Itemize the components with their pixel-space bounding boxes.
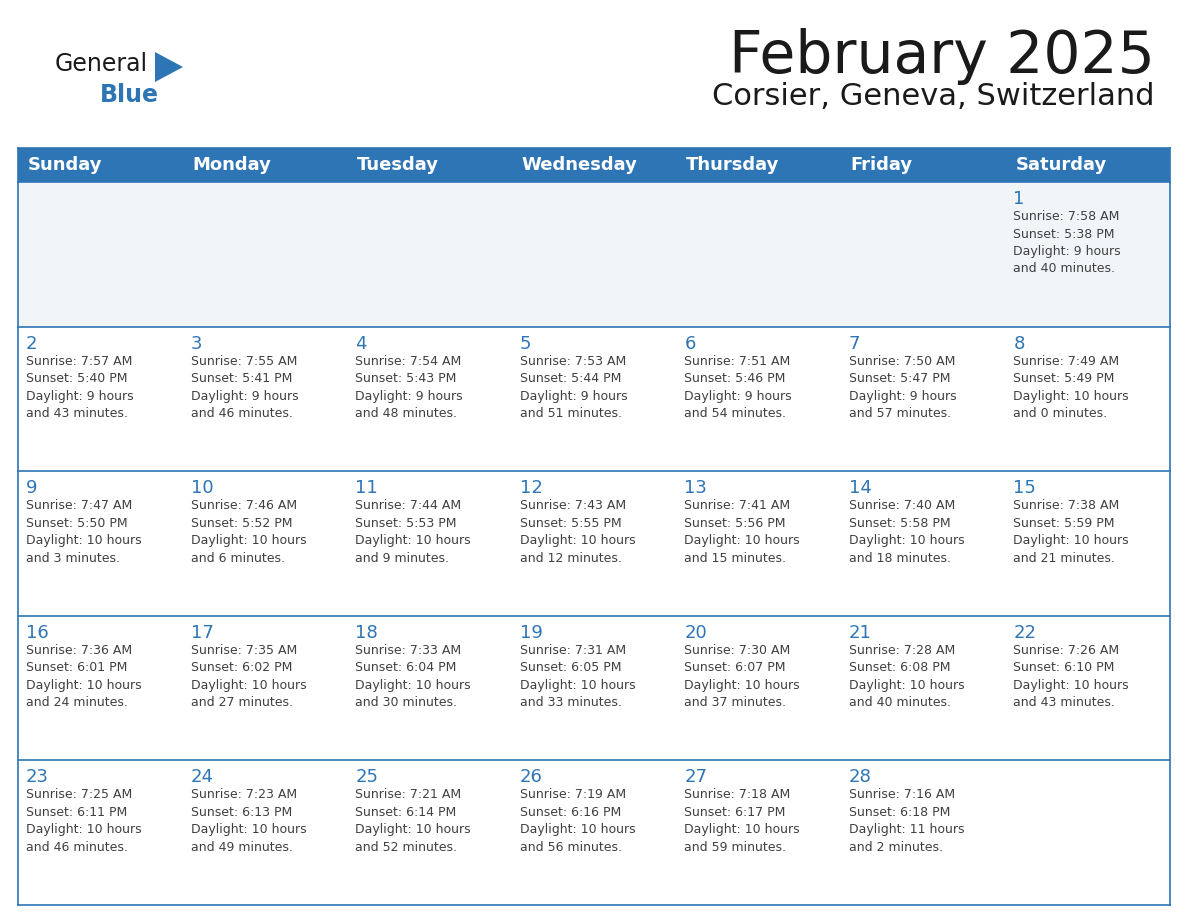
- Text: 14: 14: [849, 479, 872, 498]
- Text: Sunrise: 7:36 AM
Sunset: 6:01 PM
Daylight: 10 hours
and 24 minutes.: Sunrise: 7:36 AM Sunset: 6:01 PM Dayligh…: [26, 644, 141, 710]
- Text: Sunrise: 7:18 AM
Sunset: 6:17 PM
Daylight: 10 hours
and 59 minutes.: Sunrise: 7:18 AM Sunset: 6:17 PM Dayligh…: [684, 789, 800, 854]
- Text: 18: 18: [355, 624, 378, 642]
- Text: 12: 12: [519, 479, 543, 498]
- Text: Sunrise: 7:49 AM
Sunset: 5:49 PM
Daylight: 10 hours
and 0 minutes.: Sunrise: 7:49 AM Sunset: 5:49 PM Dayligh…: [1013, 354, 1129, 420]
- Text: Sunrise: 7:31 AM
Sunset: 6:05 PM
Daylight: 10 hours
and 33 minutes.: Sunrise: 7:31 AM Sunset: 6:05 PM Dayligh…: [519, 644, 636, 710]
- Text: 16: 16: [26, 624, 49, 642]
- Polygon shape: [154, 52, 183, 82]
- Text: 9: 9: [26, 479, 38, 498]
- Bar: [18, 182, 1170, 327]
- Text: 13: 13: [684, 479, 707, 498]
- Text: 19: 19: [519, 624, 543, 642]
- Text: Sunrise: 7:28 AM
Sunset: 6:08 PM
Daylight: 10 hours
and 40 minutes.: Sunrise: 7:28 AM Sunset: 6:08 PM Dayligh…: [849, 644, 965, 710]
- Text: Saturday: Saturday: [1016, 156, 1107, 174]
- Bar: [18, 471, 1170, 616]
- Text: Sunrise: 7:44 AM
Sunset: 5:53 PM
Daylight: 10 hours
and 9 minutes.: Sunrise: 7:44 AM Sunset: 5:53 PM Dayligh…: [355, 499, 470, 565]
- Text: Sunrise: 7:53 AM
Sunset: 5:44 PM
Daylight: 9 hours
and 51 minutes.: Sunrise: 7:53 AM Sunset: 5:44 PM Dayligh…: [519, 354, 627, 420]
- Text: Sunrise: 7:33 AM
Sunset: 6:04 PM
Daylight: 10 hours
and 30 minutes.: Sunrise: 7:33 AM Sunset: 6:04 PM Dayligh…: [355, 644, 470, 710]
- Text: 4: 4: [355, 334, 367, 353]
- Text: Sunrise: 7:51 AM
Sunset: 5:46 PM
Daylight: 9 hours
and 54 minutes.: Sunrise: 7:51 AM Sunset: 5:46 PM Dayligh…: [684, 354, 792, 420]
- Text: Sunrise: 7:55 AM
Sunset: 5:41 PM
Daylight: 9 hours
and 46 minutes.: Sunrise: 7:55 AM Sunset: 5:41 PM Dayligh…: [190, 354, 298, 420]
- Text: Corsier, Geneva, Switzerland: Corsier, Geneva, Switzerland: [713, 82, 1155, 111]
- Text: 15: 15: [1013, 479, 1036, 498]
- Text: Sunrise: 7:23 AM
Sunset: 6:13 PM
Daylight: 10 hours
and 49 minutes.: Sunrise: 7:23 AM Sunset: 6:13 PM Dayligh…: [190, 789, 307, 854]
- Text: 21: 21: [849, 624, 872, 642]
- Text: 3: 3: [190, 334, 202, 353]
- Text: 17: 17: [190, 624, 214, 642]
- Text: Sunrise: 7:57 AM
Sunset: 5:40 PM
Daylight: 9 hours
and 43 minutes.: Sunrise: 7:57 AM Sunset: 5:40 PM Dayligh…: [26, 354, 133, 420]
- Text: General: General: [55, 52, 148, 76]
- Text: Sunrise: 7:21 AM
Sunset: 6:14 PM
Daylight: 10 hours
and 52 minutes.: Sunrise: 7:21 AM Sunset: 6:14 PM Dayligh…: [355, 789, 470, 854]
- Text: 8: 8: [1013, 334, 1025, 353]
- Text: Sunrise: 7:30 AM
Sunset: 6:07 PM
Daylight: 10 hours
and 37 minutes.: Sunrise: 7:30 AM Sunset: 6:07 PM Dayligh…: [684, 644, 800, 710]
- Text: 10: 10: [190, 479, 213, 498]
- Text: 28: 28: [849, 768, 872, 787]
- Bar: [18, 760, 1170, 905]
- Text: Monday: Monday: [192, 156, 271, 174]
- Bar: [18, 327, 1170, 471]
- Text: Friday: Friday: [851, 156, 914, 174]
- Text: 23: 23: [26, 768, 49, 787]
- Bar: [18, 616, 1170, 760]
- Text: Tuesday: Tuesday: [358, 156, 440, 174]
- Text: Sunrise: 7:26 AM
Sunset: 6:10 PM
Daylight: 10 hours
and 43 minutes.: Sunrise: 7:26 AM Sunset: 6:10 PM Dayligh…: [1013, 644, 1129, 710]
- Text: Sunrise: 7:25 AM
Sunset: 6:11 PM
Daylight: 10 hours
and 46 minutes.: Sunrise: 7:25 AM Sunset: 6:11 PM Dayligh…: [26, 789, 141, 854]
- Text: Sunrise: 7:46 AM
Sunset: 5:52 PM
Daylight: 10 hours
and 6 minutes.: Sunrise: 7:46 AM Sunset: 5:52 PM Dayligh…: [190, 499, 307, 565]
- Text: Sunday: Sunday: [29, 156, 102, 174]
- Text: Sunrise: 7:58 AM
Sunset: 5:38 PM
Daylight: 9 hours
and 40 minutes.: Sunrise: 7:58 AM Sunset: 5:38 PM Dayligh…: [1013, 210, 1121, 275]
- Text: Sunrise: 7:50 AM
Sunset: 5:47 PM
Daylight: 9 hours
and 57 minutes.: Sunrise: 7:50 AM Sunset: 5:47 PM Dayligh…: [849, 354, 956, 420]
- Text: February 2025: February 2025: [729, 28, 1155, 85]
- Text: Sunrise: 7:47 AM
Sunset: 5:50 PM
Daylight: 10 hours
and 3 minutes.: Sunrise: 7:47 AM Sunset: 5:50 PM Dayligh…: [26, 499, 141, 565]
- Text: Sunrise: 7:35 AM
Sunset: 6:02 PM
Daylight: 10 hours
and 27 minutes.: Sunrise: 7:35 AM Sunset: 6:02 PM Dayligh…: [190, 644, 307, 710]
- Text: Blue: Blue: [100, 83, 159, 107]
- Text: 22: 22: [1013, 624, 1036, 642]
- Text: 25: 25: [355, 768, 378, 787]
- Bar: [18, 148, 1170, 182]
- Text: Sunrise: 7:40 AM
Sunset: 5:58 PM
Daylight: 10 hours
and 18 minutes.: Sunrise: 7:40 AM Sunset: 5:58 PM Dayligh…: [849, 499, 965, 565]
- Text: 1: 1: [1013, 190, 1025, 208]
- Text: Sunrise: 7:16 AM
Sunset: 6:18 PM
Daylight: 11 hours
and 2 minutes.: Sunrise: 7:16 AM Sunset: 6:18 PM Dayligh…: [849, 789, 965, 854]
- Text: Sunrise: 7:54 AM
Sunset: 5:43 PM
Daylight: 9 hours
and 48 minutes.: Sunrise: 7:54 AM Sunset: 5:43 PM Dayligh…: [355, 354, 463, 420]
- Text: Sunrise: 7:41 AM
Sunset: 5:56 PM
Daylight: 10 hours
and 15 minutes.: Sunrise: 7:41 AM Sunset: 5:56 PM Dayligh…: [684, 499, 800, 565]
- Text: 6: 6: [684, 334, 696, 353]
- Text: Wednesday: Wednesday: [522, 156, 638, 174]
- Text: 11: 11: [355, 479, 378, 498]
- Text: 2: 2: [26, 334, 38, 353]
- Text: 5: 5: [519, 334, 531, 353]
- Text: Sunrise: 7:38 AM
Sunset: 5:59 PM
Daylight: 10 hours
and 21 minutes.: Sunrise: 7:38 AM Sunset: 5:59 PM Dayligh…: [1013, 499, 1129, 565]
- Text: Sunrise: 7:43 AM
Sunset: 5:55 PM
Daylight: 10 hours
and 12 minutes.: Sunrise: 7:43 AM Sunset: 5:55 PM Dayligh…: [519, 499, 636, 565]
- Text: Thursday: Thursday: [687, 156, 779, 174]
- Text: 7: 7: [849, 334, 860, 353]
- Text: 27: 27: [684, 768, 707, 787]
- Text: Sunrise: 7:19 AM
Sunset: 6:16 PM
Daylight: 10 hours
and 56 minutes.: Sunrise: 7:19 AM Sunset: 6:16 PM Dayligh…: [519, 789, 636, 854]
- Text: 26: 26: [519, 768, 543, 787]
- Text: 24: 24: [190, 768, 214, 787]
- Text: 20: 20: [684, 624, 707, 642]
